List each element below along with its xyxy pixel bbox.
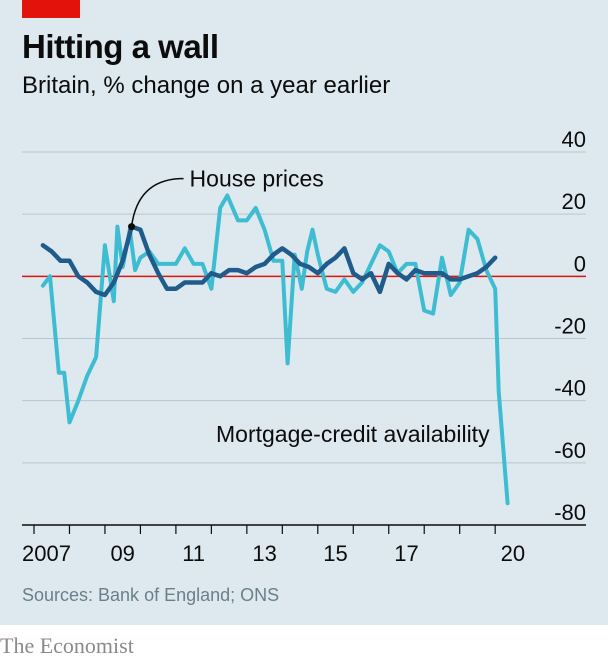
chart-title: Hitting a wall	[22, 28, 219, 65]
chart-subtitle: Britain, % change on a year earlier	[22, 72, 391, 99]
series-lines	[40, 193, 510, 506]
source-note: Sources: Bank of England; ONS	[22, 585, 280, 605]
y-tick-label: -60	[554, 438, 586, 463]
house-prices-label: House prices	[190, 166, 324, 192]
x-tick-label: 20	[501, 541, 525, 566]
x-axis: 2007 09 11 13 15 17 20	[22, 524, 586, 566]
y-tick-label: -40	[554, 376, 586, 401]
x-tick-label: 2007	[22, 541, 71, 566]
y-tick-label: 40	[562, 127, 586, 152]
y-axis-ticks: 40 20 0 -20 -40 -60 -80	[554, 127, 586, 525]
y-tick-label: 20	[562, 189, 586, 214]
house-prices-leader-line	[130, 177, 184, 227]
y-tick-label: -20	[554, 314, 586, 339]
y-tick-label: -80	[554, 500, 586, 525]
x-tick-label: 11	[182, 541, 205, 566]
house-prices-leader-dot	[128, 223, 136, 231]
x-tick-label: 17	[394, 541, 418, 566]
x-tick-label: 13	[252, 541, 276, 566]
line-chart: 2007 09 11 13 15 17 20 House prices Mortgage-cr…	[22, 127, 586, 566]
y-tick-label: 0	[574, 251, 586, 276]
publisher-logo: The Economist	[0, 633, 134, 658]
brand-red-bar	[22, 0, 80, 18]
annotations: House prices Mortgage-credit availability	[128, 166, 490, 447]
mortgage-credit-line	[40, 193, 510, 506]
mortgage-credit-label: Mortgage-credit availability	[216, 421, 490, 447]
x-tick-label: 09	[110, 541, 134, 566]
house-prices-line	[40, 224, 498, 298]
x-tick-label: 15	[323, 541, 347, 566]
